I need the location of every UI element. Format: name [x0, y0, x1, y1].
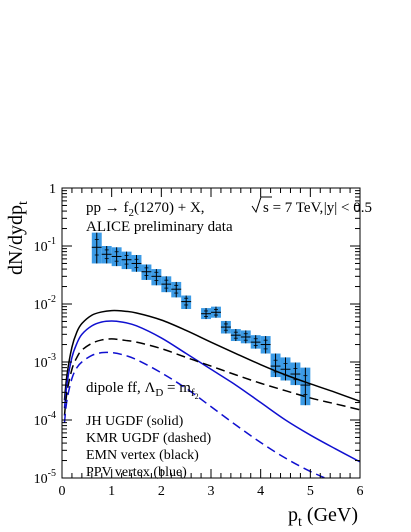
theory-curves [63, 309, 360, 478]
sqrt-s-label: s = 7 TeV, [251, 196, 323, 216]
x-tick-label: 6 [357, 484, 364, 499]
curve-black-solid [63, 309, 360, 403]
y-tick-label: 10-3 [34, 352, 56, 371]
curve-blue-dashed [63, 351, 328, 478]
x-axis-title: pt (GeV) [288, 504, 358, 530]
y-tick-label: 1 [49, 182, 56, 197]
x-tick-label: 0 [59, 484, 66, 499]
y-tick-label: 10-1 [34, 236, 56, 255]
y-axis-title: dN/dydpt [5, 201, 31, 275]
y-tick-label: 10-5 [34, 468, 56, 487]
x-tick-label: 1 [108, 484, 115, 499]
legend-emn-vertex: EMN vertex (black) [86, 448, 199, 463]
y-tick-label: 10-2 [34, 294, 56, 313]
x-tick-label: 5 [307, 484, 314, 499]
y-tick-label: 10-4 [34, 410, 56, 429]
process-label: pp → f2(1270) + X, [86, 200, 205, 219]
svg-text:s = 7 TeV,: s = 7 TeV, [263, 200, 323, 216]
curve-black-dashed [63, 338, 360, 416]
x-tick-label: 2 [158, 484, 165, 499]
data-points [91, 232, 311, 406]
formfactor-label: dipole ff, ΛD = mf2 [86, 380, 199, 401]
axes: 0 1 2 3 4 5 6 10-5 10-4 10-3 10-2 10-1 1 [34, 182, 364, 499]
dataset-label: ALICE preliminary data [86, 219, 233, 235]
rapidity-label: |y| < 0.5 [324, 200, 372, 216]
x-tick-label: 3 [208, 484, 215, 499]
x-tick-label: 4 [257, 484, 264, 499]
curve-blue-solid [63, 320, 360, 463]
legend-kmr-ugdf: KMR UGDF (dashed) [86, 431, 212, 446]
legend-jh-ugdf: JH UGDF (solid) [86, 414, 184, 429]
legend-ppv-vertex: PPV vertex (blue) [86, 465, 187, 480]
